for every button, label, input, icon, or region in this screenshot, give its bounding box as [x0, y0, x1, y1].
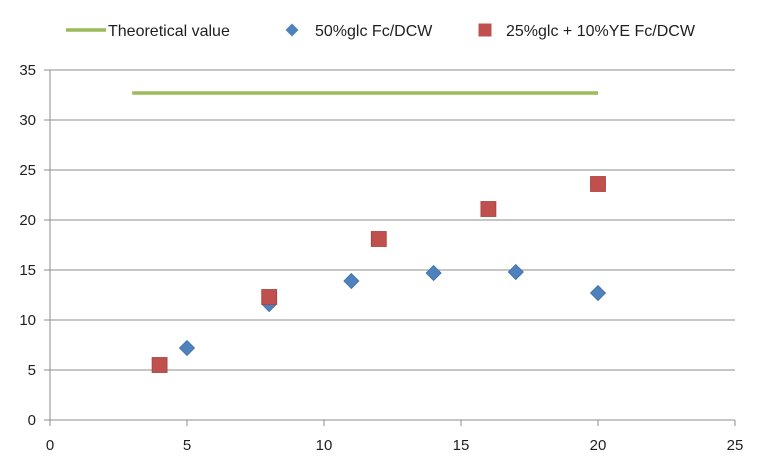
y-tick-label: 25	[19, 162, 36, 179]
data-point-diamond	[178, 339, 196, 357]
data-point-square	[151, 357, 168, 373]
legend: Theoretical value 50%glc Fc/DCW 25%glc + 1…	[66, 23, 696, 40]
data-point-square	[480, 201, 497, 217]
y-tick-label: 15	[19, 262, 36, 279]
legend-label: 50%glc Fc/DCW	[315, 23, 433, 40]
x-tick-label: 5	[183, 437, 191, 454]
y-tick-label: 0	[28, 412, 36, 429]
data-point-diamond	[425, 264, 442, 282]
y-tick-label: 20	[19, 212, 36, 229]
data-point-square	[261, 289, 278, 305]
x-tick-labels: 0 5 10 15 20 25	[46, 437, 744, 454]
y-tick-label: 30	[19, 112, 36, 129]
data-point-diamond	[589, 284, 607, 302]
x-tick-label: 10	[316, 437, 333, 454]
x-tick-label: 25	[727, 437, 744, 454]
gridlines	[50, 69, 735, 371]
plot-area	[132, 91, 607, 373]
data-point-diamond	[507, 263, 524, 281]
axes	[44, 69, 736, 426]
y-tick-label: 10	[19, 312, 36, 329]
x-tick-label: 20	[590, 437, 607, 454]
data-point-diamond	[343, 272, 360, 290]
y-tick-label: 35	[19, 62, 36, 79]
legend-square-icon	[478, 23, 492, 37]
legend-label: 25%glc + 10%YE Fc/DCW	[506, 23, 696, 40]
x-tick-label: 15	[453, 437, 470, 454]
legend-label: Theoretical value	[108, 23, 230, 40]
y-tick-label: 5	[28, 362, 36, 379]
y-tick-labels: 0 5 10 15 20 25 30 35	[19, 62, 36, 429]
legend-diamond-icon	[285, 23, 299, 37]
data-point-square	[370, 231, 387, 247]
data-point-square	[590, 176, 606, 192]
x-tick-label: 0	[46, 437, 54, 454]
